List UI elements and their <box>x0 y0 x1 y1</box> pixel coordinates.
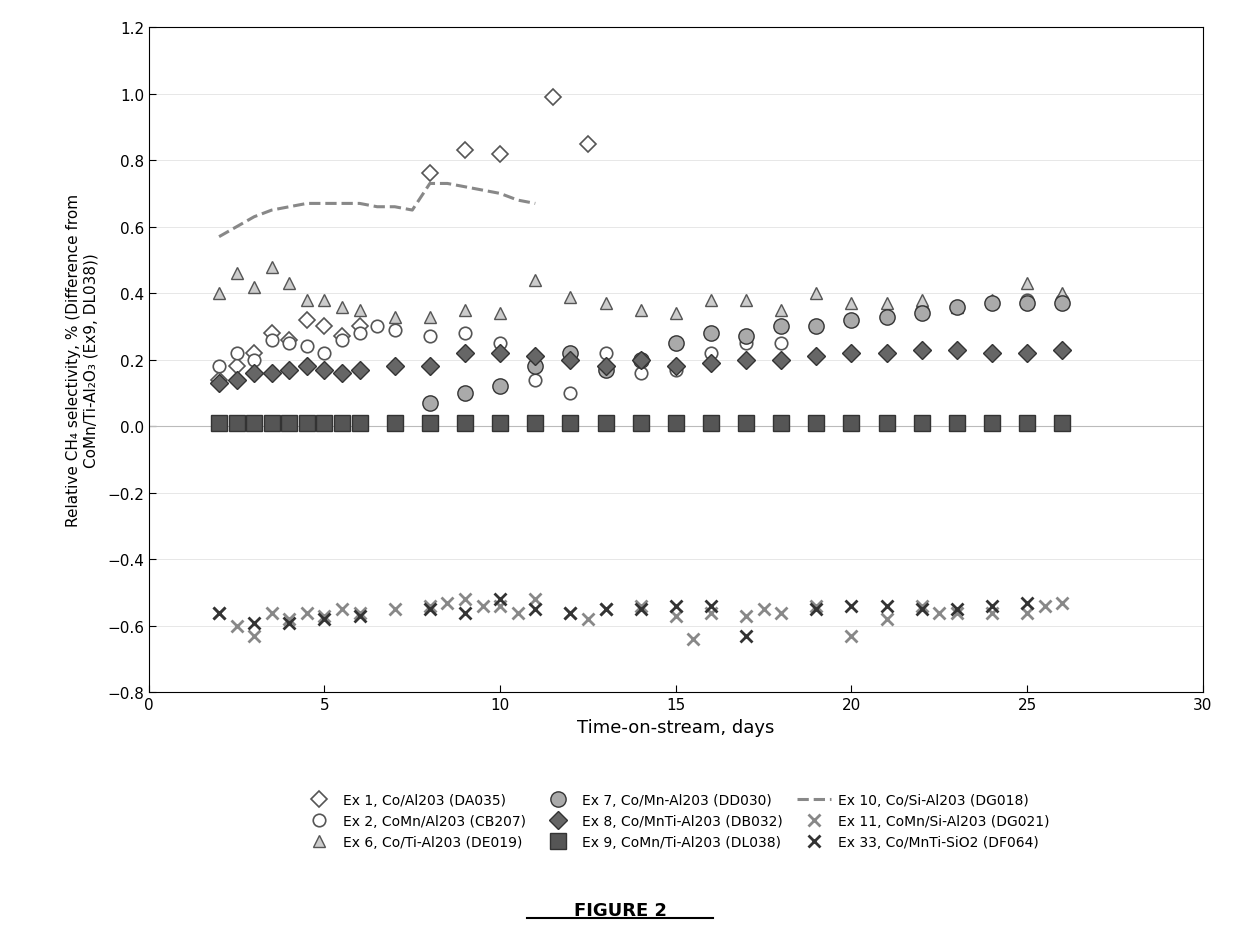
X-axis label: Time-on-stream, days: Time-on-stream, days <box>577 718 775 736</box>
Text: FIGURE 2: FIGURE 2 <box>573 901 667 919</box>
Y-axis label: Relative CH₄ selectivity, % (Difference from
CoMn/Ti-Al₂O₃ (Ex9, DL038)): Relative CH₄ selectivity, % (Difference … <box>66 194 99 527</box>
Legend: Ex 1, Co/Al203 (DA035), Ex 2, CoMn/Al203 (CB207), Ex 6, Co/Ti-Al203 (DE019), Ex : Ex 1, Co/Al203 (DA035), Ex 2, CoMn/Al203… <box>295 786 1056 856</box>
